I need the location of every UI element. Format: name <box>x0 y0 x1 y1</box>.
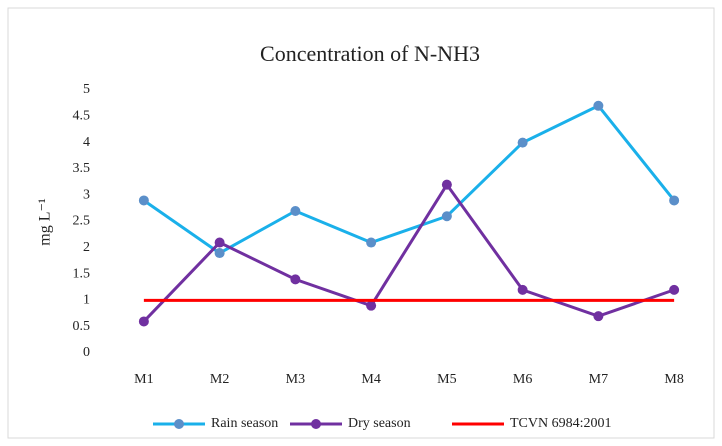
y-tick-label: 0 <box>83 345 90 360</box>
x-tick-label: M1 <box>134 372 153 387</box>
y-tick-label: 1.5 <box>73 266 91 281</box>
point <box>441 211 452 222</box>
x-tick-label: M2 <box>210 372 229 387</box>
legend-label: Rain season <box>211 416 278 431</box>
chart-title: Concentration of N-NH3 <box>260 41 480 66</box>
point <box>138 195 149 206</box>
legend-marker <box>174 419 184 429</box>
chart-frame <box>7 7 715 439</box>
point <box>593 100 604 111</box>
point <box>669 195 680 206</box>
x-tick-label: M7 <box>589 372 608 387</box>
point <box>593 311 604 322</box>
point <box>366 300 377 311</box>
legend-marker <box>311 419 321 429</box>
point <box>138 316 149 327</box>
y-tick-label: 3 <box>83 187 90 202</box>
point <box>290 274 301 285</box>
point <box>214 248 225 259</box>
y-tick-label: 2 <box>83 240 90 255</box>
point <box>214 237 225 248</box>
x-tick-label: M4 <box>361 372 380 387</box>
point <box>290 205 301 216</box>
y-tick-label: 4.5 <box>73 109 91 124</box>
series-line <box>142 181 675 323</box>
y-tick-label: 4 <box>83 135 90 150</box>
point <box>517 284 528 295</box>
point <box>517 137 528 148</box>
legend-label: TCVN 6984:2001 <box>510 416 612 431</box>
x-tick-label: M6 <box>513 372 532 387</box>
y-axis-label: mg L⁻¹ <box>37 198 54 246</box>
x-tick-label: M8 <box>664 372 683 387</box>
y-tick-label: 3.5 <box>73 161 91 176</box>
y-tick-label: 2.5 <box>73 214 91 229</box>
point <box>441 179 452 190</box>
y-tick-label: 1 <box>83 293 90 308</box>
legend-label: Dry season <box>348 416 411 431</box>
y-tick-label: 5 <box>83 82 90 97</box>
y-tick-label: 0.5 <box>73 319 91 334</box>
point <box>669 284 680 295</box>
series-line <box>143 103 676 255</box>
point <box>366 237 377 248</box>
x-tick-label: M5 <box>437 372 456 387</box>
x-tick-label: M3 <box>286 372 305 387</box>
